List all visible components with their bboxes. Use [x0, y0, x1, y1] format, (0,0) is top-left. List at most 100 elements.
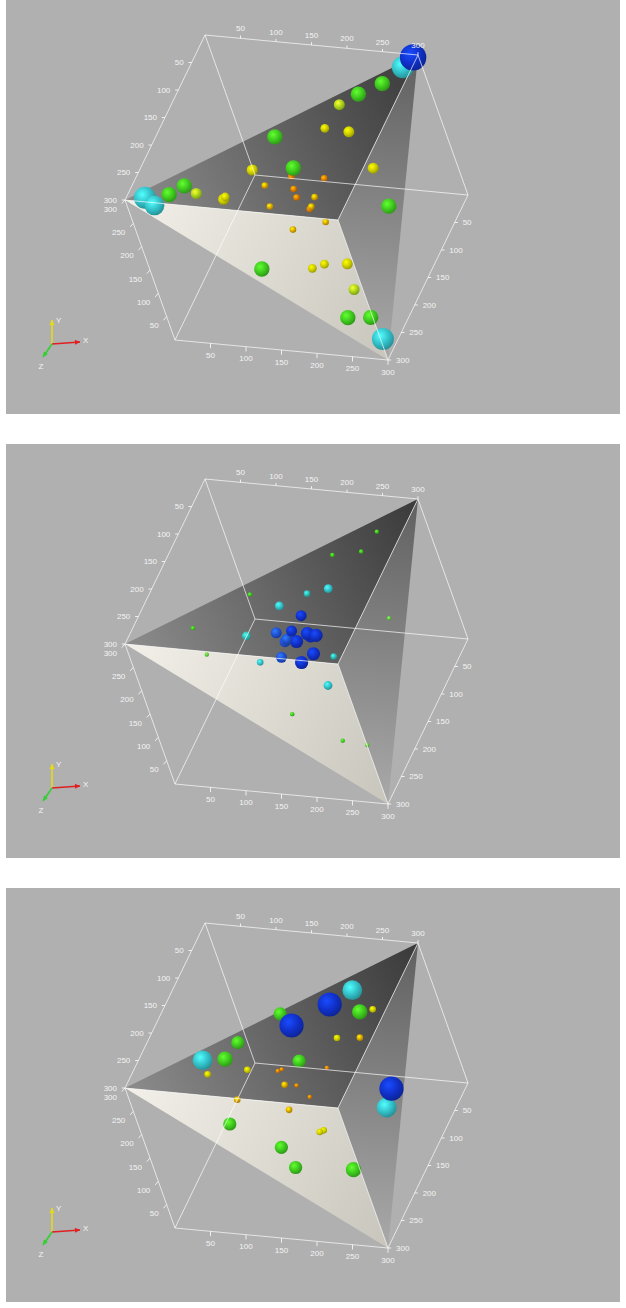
tick-label: 50 [206, 351, 215, 360]
triad-arrow [43, 788, 52, 801]
sphere [375, 529, 379, 533]
tick-label: 100 [449, 1134, 463, 1143]
axis-line [338, 220, 388, 360]
tick-label: 200 [340, 34, 354, 43]
sphere [381, 198, 396, 213]
tick [175, 90, 178, 91]
tick-label: 100 [157, 530, 171, 539]
tick [418, 496, 419, 499]
tick-label: 250 [409, 328, 423, 337]
tick-label: 100 [239, 354, 253, 363]
axis-line [338, 1108, 388, 1248]
sphere [217, 1051, 232, 1066]
sphere [248, 592, 252, 596]
tick-label: 200 [310, 805, 324, 814]
sphere [304, 590, 311, 597]
axis-line [255, 1063, 468, 1083]
tick [455, 1110, 458, 1111]
triad-label: Y [56, 1204, 62, 1213]
tick-label: 250 [376, 482, 390, 491]
tick [382, 937, 383, 940]
triad-arrowhead [43, 1239, 48, 1245]
tick-label: 150 [129, 275, 143, 284]
sphere [145, 196, 165, 216]
tick-label: 50 [463, 218, 472, 227]
axis-line [418, 943, 468, 1083]
triad-label: Z [39, 806, 44, 815]
sphere [318, 992, 342, 1016]
tick [138, 1135, 141, 1139]
tick [347, 490, 348, 493]
tick-label: 250 [346, 808, 360, 817]
panel: 5010015020025030050100150200250300501001… [6, 0, 620, 414]
tick-label: 150 [275, 1246, 289, 1255]
tick [240, 924, 241, 927]
tick-label: 300 [411, 485, 425, 494]
tick-label: 300 [381, 812, 395, 821]
sphere [308, 1095, 312, 1099]
tick [388, 1248, 391, 1249]
sphere [349, 284, 360, 295]
tick [418, 52, 419, 55]
tick-label: 100 [239, 798, 253, 807]
tick-label: 300 [381, 368, 395, 377]
tick [122, 200, 125, 204]
tick-label: 200 [340, 478, 354, 487]
axis-line [255, 619, 468, 639]
sphere [275, 601, 284, 610]
tick [240, 36, 241, 39]
tick [401, 776, 404, 777]
axis-line [205, 35, 255, 175]
sphere [296, 610, 307, 621]
tick-label: 250 [346, 364, 360, 373]
sphere [352, 1004, 367, 1019]
sphere [324, 681, 333, 690]
axis-line [175, 175, 255, 340]
tick-label: 100 [449, 690, 463, 699]
axes-triad: YXZ [39, 316, 89, 371]
panel: 5010015020025030050100150200250300501001… [6, 888, 620, 1302]
tick-label: 200 [120, 1139, 134, 1148]
tick [148, 1033, 151, 1034]
tick-label: 200 [423, 745, 437, 754]
tick [147, 270, 150, 274]
tick [441, 694, 444, 695]
sphere [357, 1034, 364, 1041]
triad-label: Y [56, 760, 62, 769]
tick-label: 200 [310, 361, 324, 370]
tick-label: 150 [144, 1001, 158, 1010]
tick [175, 978, 178, 979]
sphere [286, 1107, 293, 1114]
tick [138, 247, 141, 251]
tick [130, 667, 133, 671]
sphere [293, 194, 300, 201]
tick-label: 100 [137, 1186, 151, 1195]
axis-line [125, 479, 205, 644]
tick-label: 100 [449, 246, 463, 255]
tick [240, 480, 241, 483]
tick-label: 250 [112, 1116, 126, 1125]
tick [122, 1088, 125, 1092]
tick-label: 100 [157, 86, 171, 95]
sphere [359, 549, 363, 553]
tick-label: 150 [436, 717, 450, 726]
sphere [286, 626, 297, 637]
tick [175, 534, 178, 535]
tick [352, 357, 353, 362]
tick-label: 200 [120, 695, 134, 704]
tick [148, 145, 151, 146]
sphere [290, 712, 294, 716]
tick [317, 1241, 318, 1246]
tick [281, 350, 282, 355]
tick [281, 794, 282, 799]
triad-arrow [43, 1232, 52, 1245]
tick [246, 791, 247, 796]
triad-arrowhead [75, 784, 80, 789]
tick [441, 250, 444, 251]
triad-label: Z [39, 1250, 44, 1259]
tick [188, 62, 191, 63]
tick-label: 250 [409, 772, 423, 781]
points [134, 44, 426, 350]
tick-label: 50 [236, 468, 245, 477]
tick-label: 300 [411, 929, 425, 938]
